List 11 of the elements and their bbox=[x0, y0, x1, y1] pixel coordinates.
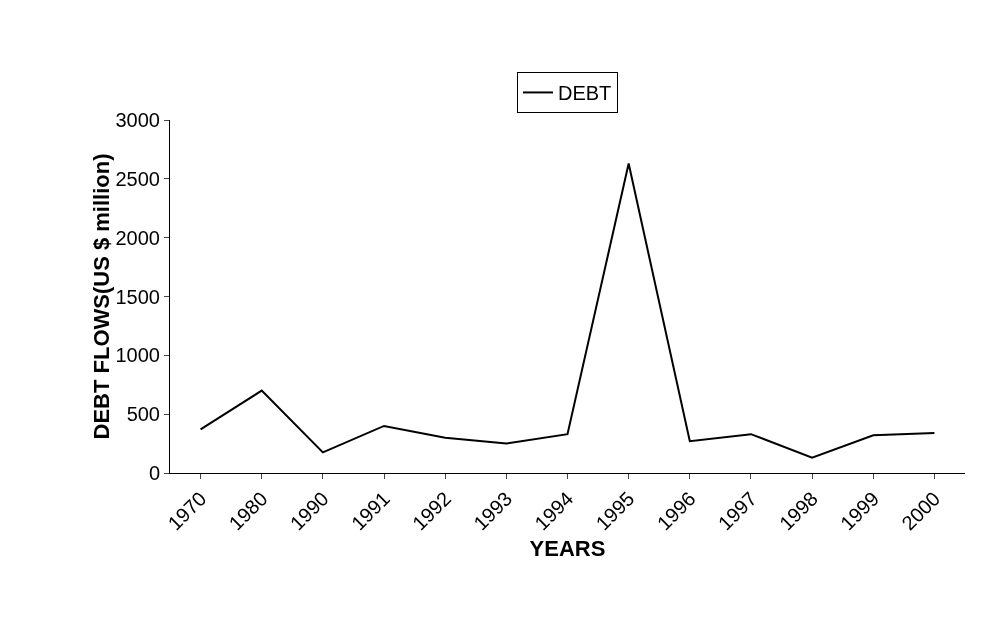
line-series bbox=[199, 162, 936, 459]
y-tick-label: 500 bbox=[126, 403, 160, 426]
y-tick-label: 3000 bbox=[115, 109, 160, 131]
y-tick-label: 0 bbox=[148, 462, 160, 484]
y-tick-label: 1500 bbox=[115, 285, 160, 308]
y-axis-title: DEBT FLOWS(US $ million) bbox=[88, 153, 114, 440]
y-tick-label: 2500 bbox=[115, 167, 160, 190]
y-tick-label: 2000 bbox=[115, 226, 160, 249]
legend-label: DEBT bbox=[558, 82, 612, 105]
y-tick-label: 1000 bbox=[115, 344, 160, 367]
x-axis-title: YEARS bbox=[529, 536, 606, 562]
